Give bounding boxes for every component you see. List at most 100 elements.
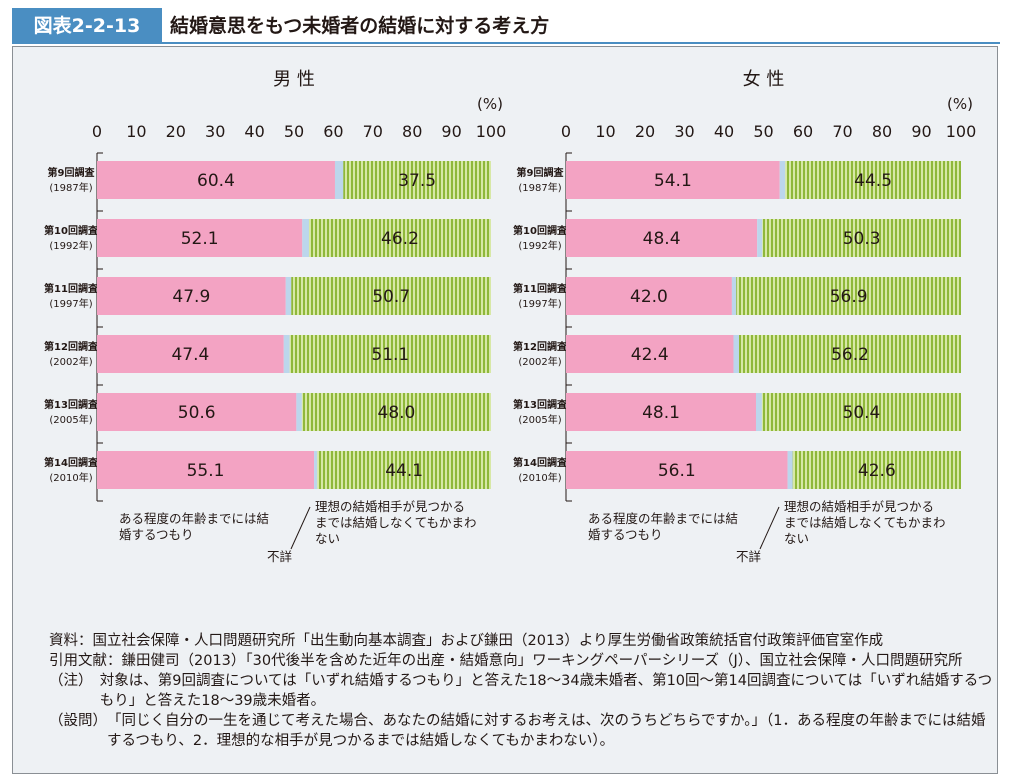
panel0-data-label: 47.4 xyxy=(171,345,209,365)
panel0-annotation-unknown: 不詳 xyxy=(267,549,292,564)
panel1-annotation-leader xyxy=(759,506,780,550)
note-question-text: 「同じく自分の一生を通じて考えた場合、あなたの結婚に対するお考えは、次のうちどち… xyxy=(107,713,986,749)
panel1-x-tick-label: 100 xyxy=(946,122,977,141)
panel1-data-label: 44.5 xyxy=(854,171,892,191)
note-reference-text: 鎌田健司（2013）「30代後半を含めた近年の出産・結婚意向」ワーキングペーパー… xyxy=(121,653,963,669)
panel0-data-label: 50.7 xyxy=(372,287,410,307)
panel1-x-tick-label: 40 xyxy=(714,122,734,141)
panel0-bar-segment-2 xyxy=(343,161,491,199)
panel1-x-tick-label: 50 xyxy=(753,122,773,141)
panel1-x-tick-label: 60 xyxy=(793,122,813,141)
panel1-bar-segment-1 xyxy=(733,335,740,373)
panel0-category-survey: 第10回調査 xyxy=(44,224,99,237)
panel1-annotation-intend: ある程度の年齢までには結 xyxy=(588,511,738,526)
panel0-category-year: (2010年) xyxy=(49,471,92,484)
panel0-x-tick-label: 60 xyxy=(323,122,343,141)
panel1-category-year: (2005年) xyxy=(518,413,561,426)
panel1-unit-label: (%) xyxy=(947,95,973,113)
panel1-category-year: (2010年) xyxy=(518,471,561,484)
panel1-data-label: 42.6 xyxy=(858,461,896,481)
note-reference-key: 引用文献： xyxy=(49,653,122,669)
panel0-annotation-leader xyxy=(290,506,311,550)
figure-label: 図表2-2-13 xyxy=(12,8,162,44)
panel0-x-tick-label: 40 xyxy=(244,122,264,141)
panel0-bar-segment-1 xyxy=(314,451,318,489)
panel0-bar-segment-0 xyxy=(97,451,315,489)
panel0-data-label: 50.6 xyxy=(178,403,216,423)
panel1-bar-segment-0 xyxy=(566,393,756,431)
panel1-bar-segment-1 xyxy=(787,451,793,489)
panel0-bar-segment-2 xyxy=(308,219,491,257)
panel1-x-tick-label: 30 xyxy=(674,122,694,141)
panel0-bar-segment-0 xyxy=(97,277,286,315)
panel0-x-tick-label: 100 xyxy=(476,122,507,141)
panel0-annotation-intend: 婚するつもり xyxy=(119,527,194,542)
panel1-x-tick-label: 80 xyxy=(872,122,892,141)
panel0-x-tick-label: 70 xyxy=(363,122,383,141)
panel0-annotation-ideal: ない xyxy=(315,531,340,546)
panel1-category-year: (1987年) xyxy=(518,181,561,194)
panel0-category-year: (1992年) xyxy=(49,239,92,252)
panel1-bar-segment-1 xyxy=(757,219,763,257)
panel0-x-tick-label: 80 xyxy=(402,122,422,141)
panel1-title: 女 性 xyxy=(743,69,785,90)
panel0-x-tick-label: 20 xyxy=(166,122,186,141)
panel1-category-year: (2002年) xyxy=(518,355,561,368)
panel1-bar-segment-1 xyxy=(731,277,737,315)
panel1-bar-segment-2 xyxy=(792,451,961,489)
note-source-text: 国立社会保障・人口問題研究所「出生動向基本調査」および鎌田（2013）より厚生労… xyxy=(92,633,884,649)
panel0-category-survey: 第9回調査 xyxy=(48,166,96,179)
chart-canvas: 男 性(%)0 10 20 30 40 50 60 70 80 90 100第9回調査(1987年)… xyxy=(44,69,977,564)
panel1-bar-segment-0 xyxy=(566,335,734,373)
panel0-title: 男 性 xyxy=(273,69,315,90)
panel0-bar-segment-0 xyxy=(97,219,303,257)
panel1-category-survey: 第14回調査 xyxy=(513,456,568,469)
panel0-x-tick-label: 90 xyxy=(441,122,461,141)
panel0-category-year: (1997年) xyxy=(49,297,92,310)
panel0-bar-segment-0 xyxy=(97,335,284,373)
panel1-category-year: (1997年) xyxy=(518,297,561,310)
panel1-x-tick-label: 0 xyxy=(561,122,571,141)
panel1-annotation-intend: 婚するつもり xyxy=(588,527,663,542)
panel1-data-label: 50.3 xyxy=(843,229,881,249)
panel0-annotation-ideal: までは結婚しなくてもかまわ xyxy=(315,515,477,530)
figure-title: 結婚意思をもつ未婚者の結婚に対する考え方 xyxy=(170,15,550,37)
panel0-bar-segment-0 xyxy=(97,161,335,199)
panel1-category-year: (1992年) xyxy=(518,239,561,252)
note-question-key: （設問） xyxy=(49,713,107,729)
panel1-x-tick-label: 20 xyxy=(635,122,655,141)
panel0-category-year: (2002年) xyxy=(49,355,92,368)
panel0-bar-segment-1 xyxy=(302,219,309,257)
notes: 資料： 国立社会保障・人口問題研究所「出生動向基本調査」および鎌田（2013）よ… xyxy=(49,631,999,751)
panel0-category-survey: 第11回調査 xyxy=(44,282,99,295)
panel1-category-survey: 第10回調査 xyxy=(513,224,568,237)
panel0-data-label: 47.9 xyxy=(172,287,210,307)
panel0-data-label: 60.4 xyxy=(197,171,235,191)
chart-panel: 男 性 (%) 0 10 20 30 40 50 60 70 80 90 100 第9回調査 (1987年)… xyxy=(12,46,998,774)
panel0-data-label: 44.1 xyxy=(385,461,423,481)
panel1-bar-segment-0 xyxy=(566,277,732,315)
panel1-bar-segment-2 xyxy=(785,161,961,199)
panel1-bar-segment-2 xyxy=(736,277,961,315)
panel1-data-label: 48.1 xyxy=(642,403,680,423)
panel0-annotation-ideal: 理想の結婚相手が見つかる xyxy=(315,499,465,514)
panel1-x-tick-label: 70 xyxy=(832,122,852,141)
panel1-data-label: 42.4 xyxy=(631,345,669,365)
note-source-key: 資料： xyxy=(49,633,93,649)
panel0-bar-segment-0 xyxy=(97,393,297,431)
panel0-data-label: 55.1 xyxy=(187,461,225,481)
panel1-bar-segment-1 xyxy=(779,161,786,199)
panel0-bar-segment-1 xyxy=(296,393,302,431)
panel1-data-label: 56.9 xyxy=(830,287,868,307)
figure-header: 図表2-2-13 結婚意思をもつ未婚者の結婚に対する考え方 xyxy=(12,8,1000,44)
panel1-bar-segment-0 xyxy=(566,451,788,489)
panel0-data-label: 37.5 xyxy=(398,171,436,191)
panel0-data-label: 48.0 xyxy=(378,403,416,423)
panel0-category-survey: 第14回調査 xyxy=(44,456,99,469)
panel1-annotation-ideal: ない xyxy=(784,531,809,546)
panel0-bar-segment-1 xyxy=(334,161,344,199)
panel1-annotation-unknown: 不詳 xyxy=(736,549,761,564)
panel0-bar-segment-2 xyxy=(301,393,491,431)
panel0-bar-segment-1 xyxy=(285,277,292,315)
panel1-category-survey: 第9回調査 xyxy=(517,166,565,179)
